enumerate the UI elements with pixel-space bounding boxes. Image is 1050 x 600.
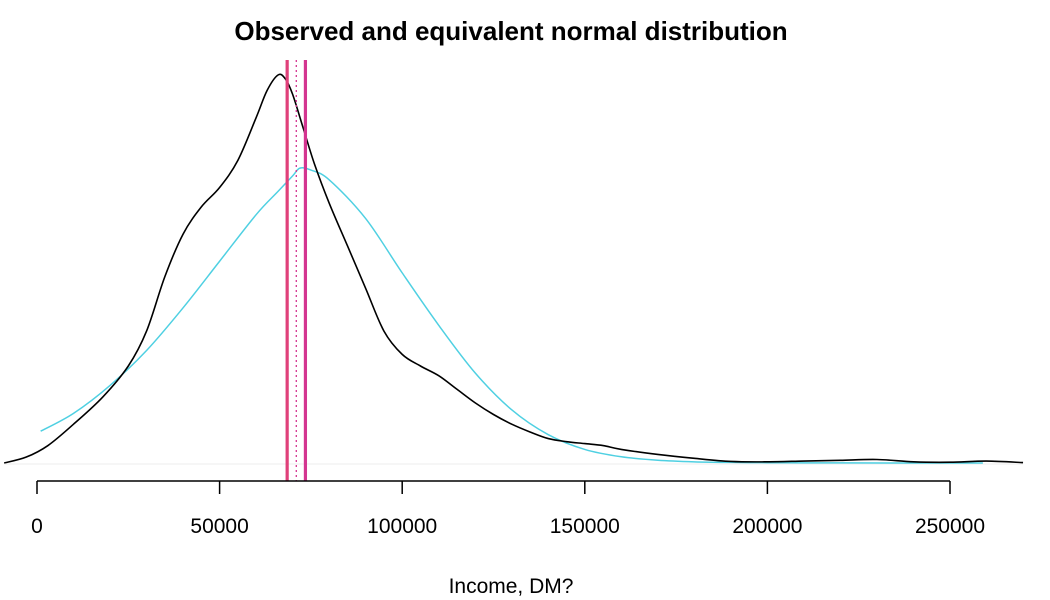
x-tick-label: 150000 xyxy=(550,515,620,538)
observed-density-line xyxy=(3,73,1024,464)
x-axis: 0 50000 100000 150000 200000 250000 xyxy=(31,480,985,538)
normal-density-line xyxy=(40,166,983,464)
x-tick-label: 250000 xyxy=(915,515,985,538)
x-tick-label: 50000 xyxy=(190,515,248,538)
x-axis-label: Income, DM? xyxy=(449,575,574,598)
chart-title: Observed and equivalent normal distribut… xyxy=(234,16,787,46)
plot-area xyxy=(3,60,1024,481)
x-tick-label: 200000 xyxy=(732,515,802,538)
x-tick-label: 100000 xyxy=(367,515,437,538)
x-tick-label: 0 xyxy=(31,515,43,538)
